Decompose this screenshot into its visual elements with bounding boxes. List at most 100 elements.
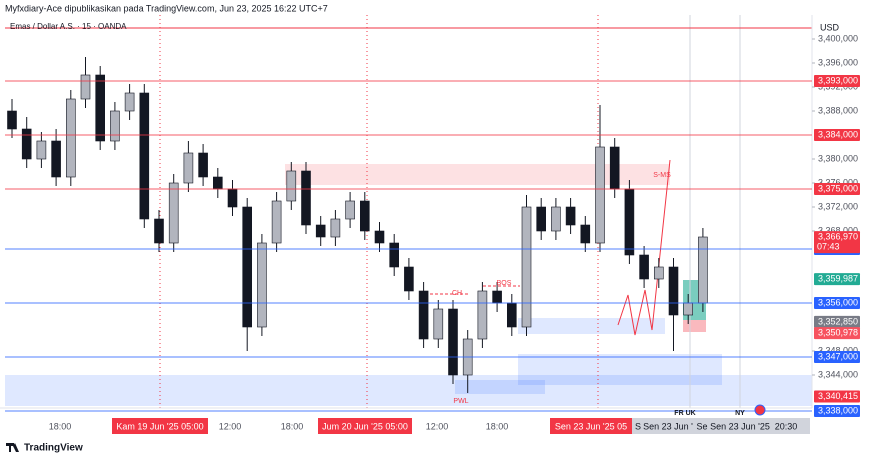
candle-body <box>139 92 150 220</box>
candle-body <box>359 200 370 232</box>
candle-body <box>389 242 400 268</box>
candle-body <box>418 290 429 340</box>
price-label-box <box>814 351 860 363</box>
annotation: CH <box>452 290 462 297</box>
footer: TradingView <box>24 443 83 454</box>
y-tick-label: 3,344,000 <box>818 369 858 379</box>
candle-body <box>198 152 208 178</box>
x-tick-label: 18:00 <box>281 421 304 431</box>
demand-zone <box>5 375 812 406</box>
time-gray-label: Sen 23 Jun '25 <box>710 421 770 431</box>
candle-body <box>66 98 76 178</box>
candle-body <box>227 188 238 208</box>
candle-body <box>683 302 694 316</box>
time-highlight-label: Jum 20 Jun '25 05:00 <box>322 421 408 431</box>
candle-body <box>404 266 414 292</box>
projection-path <box>617 159 671 336</box>
candle-body <box>374 230 385 244</box>
price-label: 3,359,987 <box>818 273 858 283</box>
header: Myfxdiary-Ace dipublikasikan pada Tradin… <box>5 3 328 13</box>
annotation: BOS <box>497 280 512 287</box>
currency: USD <box>820 22 840 32</box>
candle-body <box>536 206 547 232</box>
y-tick-label: 3,372,000 <box>818 201 858 211</box>
candle-body <box>433 308 444 340</box>
candle-body <box>301 170 311 226</box>
time-highlight <box>112 418 208 434</box>
y-tick-label: 3,380,000 <box>818 153 858 163</box>
countdown: 07:43 <box>817 242 840 252</box>
price-label: 3,375,000 <box>818 183 858 193</box>
candle-body <box>595 146 605 244</box>
candle-body <box>565 206 576 226</box>
price-label-box <box>814 231 860 254</box>
price-label: 3,356,000 <box>818 297 858 307</box>
price-label-box <box>814 390 860 403</box>
time-gray-label: S <box>635 421 641 431</box>
candle-body <box>477 290 488 340</box>
annotation: PWL <box>453 398 468 405</box>
candle-body <box>257 242 267 328</box>
candle-body <box>580 224 591 244</box>
candle-body <box>168 182 179 244</box>
candle-body <box>154 218 164 244</box>
supply-zone <box>285 164 670 185</box>
price-label-box <box>814 327 860 340</box>
candle-body <box>124 92 135 112</box>
demand-zone <box>518 354 722 385</box>
candle-body <box>551 206 561 232</box>
candle-body <box>36 140 47 160</box>
candle-body <box>213 176 223 190</box>
x-tick-label: 18:00 <box>49 421 72 431</box>
candle-body <box>286 170 297 202</box>
zones <box>0 15 870 438</box>
price-label: 3,350,978 <box>818 328 858 338</box>
x-tick-label: 12:00 <box>426 421 449 431</box>
time-highlight-label: Sen 23 Jun '25 05 <box>555 421 627 431</box>
candle-body <box>183 152 194 184</box>
price-label-box <box>814 315 860 328</box>
annotation: S-MS <box>653 172 671 179</box>
time-highlight-label: Kam 19 Jun '25 05:00 <box>116 421 203 431</box>
candle-body <box>242 206 252 328</box>
candle-body <box>21 128 32 160</box>
candle-body <box>668 266 679 316</box>
candle-body <box>521 206 532 328</box>
y-tick-label: 3,400,000 <box>818 33 858 43</box>
candle-body <box>95 74 105 142</box>
time-highlight <box>318 418 412 434</box>
time-gray-label: Se <box>696 421 707 431</box>
candle-body <box>110 110 120 142</box>
y-tick-label: 3,368,000 <box>818 225 858 235</box>
candle-body <box>448 308 458 376</box>
chart-title: Emas / Dollar A.S. · 15 · OANDA <box>10 22 127 31</box>
time-gray-label: 20:30 <box>775 421 798 431</box>
price-label-box <box>814 75 860 87</box>
price-label: 3,352,850 <box>818 316 858 326</box>
price-label-box <box>814 273 860 286</box>
session-label: NY <box>735 410 745 417</box>
candle-body <box>330 218 341 238</box>
candle-body <box>271 200 282 244</box>
candle-body <box>492 290 502 304</box>
stop-box <box>683 320 706 332</box>
y-tick-label: 3,348,000 <box>818 345 858 355</box>
session-label: FR UK <box>674 410 695 417</box>
flag-icon <box>754 404 766 416</box>
price-label-box <box>814 183 860 195</box>
y-tick-label: 3,376,000 <box>818 177 858 187</box>
candle-body <box>51 140 61 178</box>
time-gray-label: Sen 23 Jun ' <box>643 421 693 431</box>
time-highlight <box>550 418 632 434</box>
candle-body <box>80 74 91 100</box>
time-gray-box <box>632 418 810 434</box>
price-label: 3,366,970 <box>818 232 858 242</box>
candle-body <box>345 200 355 220</box>
x-tick-label: 12:00 <box>219 421 242 431</box>
demand-zone <box>455 380 545 394</box>
candle-body <box>653 266 664 280</box>
x-tick-label: 18:00 <box>486 421 509 431</box>
